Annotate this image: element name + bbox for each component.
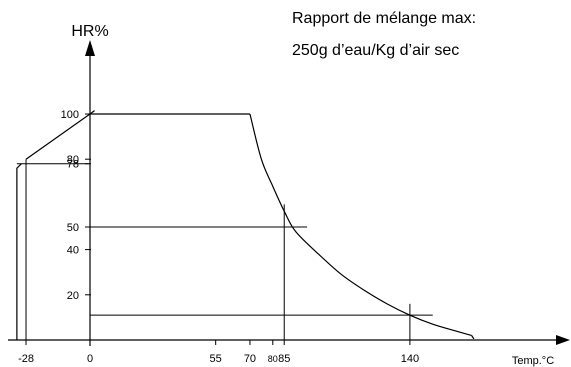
y-tick-label: 40	[67, 245, 79, 257]
x-tick-label: -28	[18, 353, 34, 365]
x-tick-label: 55	[210, 353, 222, 365]
y-tick-label: 78	[67, 159, 79, 171]
annotation-line-1: Rapport de mélange max:	[292, 10, 477, 27]
x-tick-label: 80	[268, 354, 278, 364]
max-mixing-ratio-curve	[249, 113, 472, 337]
x-tick-label: 85	[278, 353, 290, 365]
y-axis-title: HR%	[71, 23, 108, 40]
x-tick-label: 70	[244, 353, 256, 365]
x-tick-label: 140	[401, 353, 419, 365]
x-axis-arrowhead	[556, 335, 570, 345]
envelope-low-temp-ramp	[25, 113, 91, 160]
curve-end-hook	[471, 335, 475, 340]
x-axis-title: Temp.°C	[512, 355, 554, 367]
y-axis-arrowhead	[85, 40, 95, 56]
x-tick-label: 0	[87, 353, 93, 365]
y-tick-label: 20	[67, 290, 79, 302]
annotation-line-2: 250g d’eau/Kg d’air sec	[292, 42, 460, 59]
envelope-left-edge	[16, 163, 22, 340]
y-tick-label: 80	[67, 154, 79, 166]
y-tick-label: 100	[61, 109, 79, 121]
y-tick-label: 50	[67, 222, 79, 234]
